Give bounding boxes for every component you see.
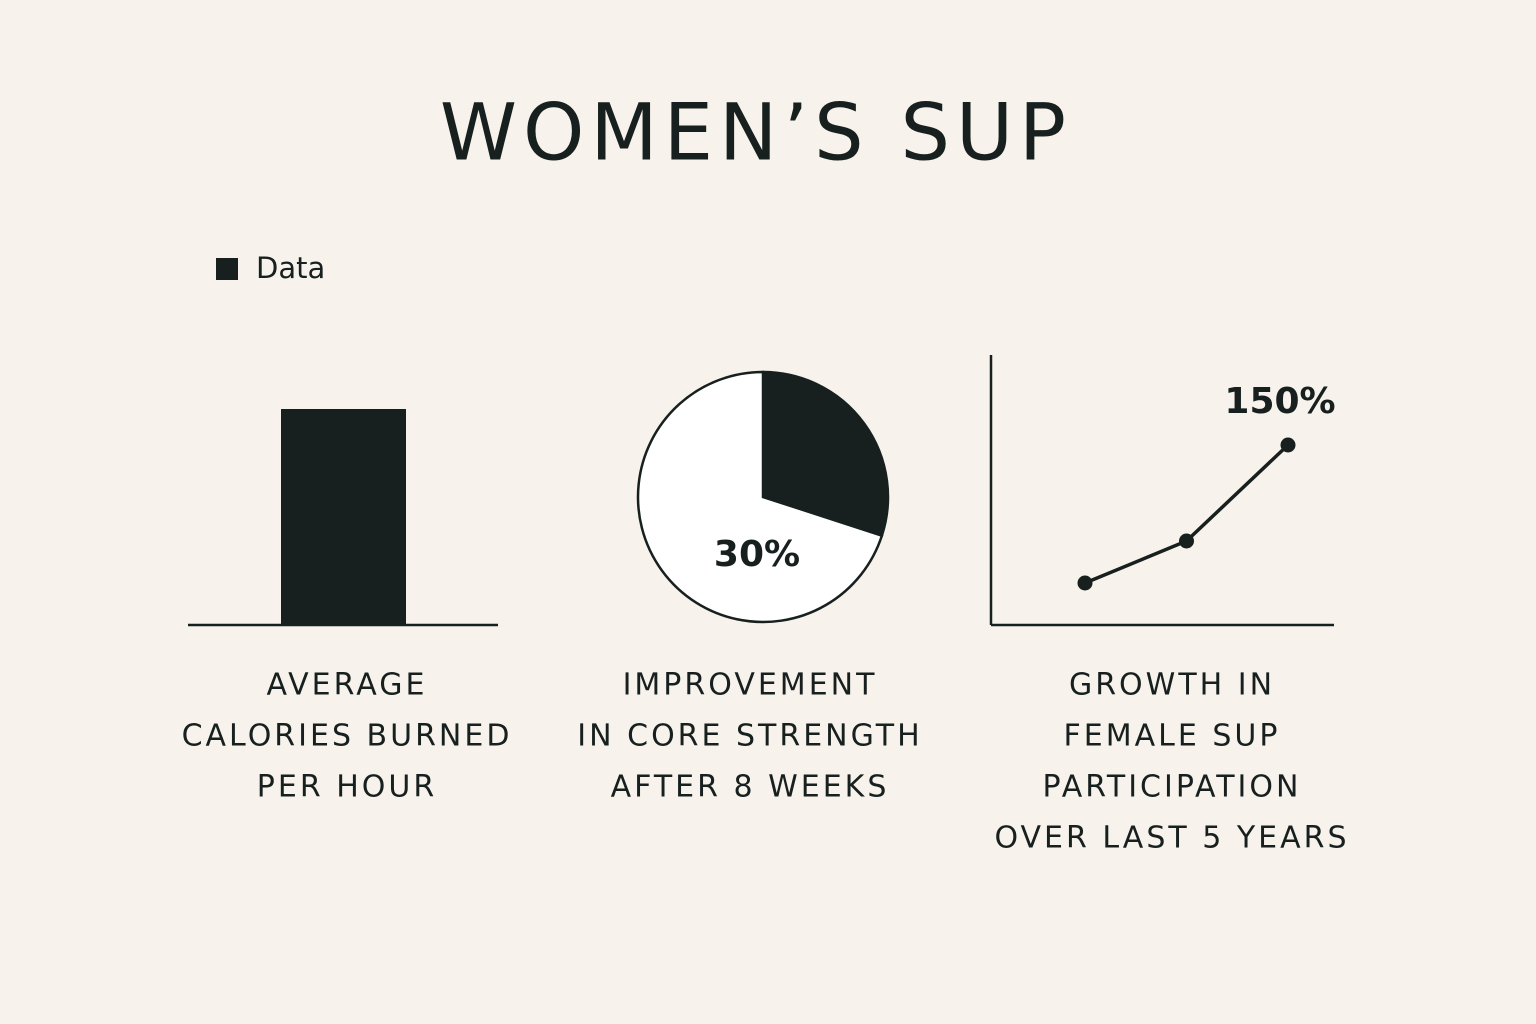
caption-line: FEMALE SUP — [1064, 719, 1281, 754]
caption-line: IMPROVEMENT — [623, 668, 878, 703]
page-title: WOMEN’S SUP — [440, 88, 1072, 178]
point — [1179, 533, 1194, 549]
caption-line: IN CORE STRENGTH — [577, 719, 922, 754]
legend-swatch — [216, 258, 238, 280]
caption-line: GROWTH IN — [1069, 668, 1275, 703]
value-label: 30% — [714, 534, 800, 575]
caption-line: PER HOUR — [257, 770, 437, 805]
caption-line: PARTICIPATION — [1043, 770, 1302, 805]
caption-line: OVER LAST 5 YEARS — [994, 821, 1349, 856]
value-label: 150% — [1224, 381, 1335, 422]
bar — [281, 409, 406, 625]
point — [1077, 575, 1093, 591]
pie-slice — [636, 370, 884, 624]
caption-line: AFTER 8 WEEKS — [611, 770, 890, 805]
pie-slice — [761, 370, 890, 538]
point — [1280, 437, 1296, 453]
legend-label: Data — [256, 251, 325, 285]
caption-line: AVERAGE — [267, 668, 428, 703]
caption-line: CALORIES BURNED — [182, 719, 513, 754]
